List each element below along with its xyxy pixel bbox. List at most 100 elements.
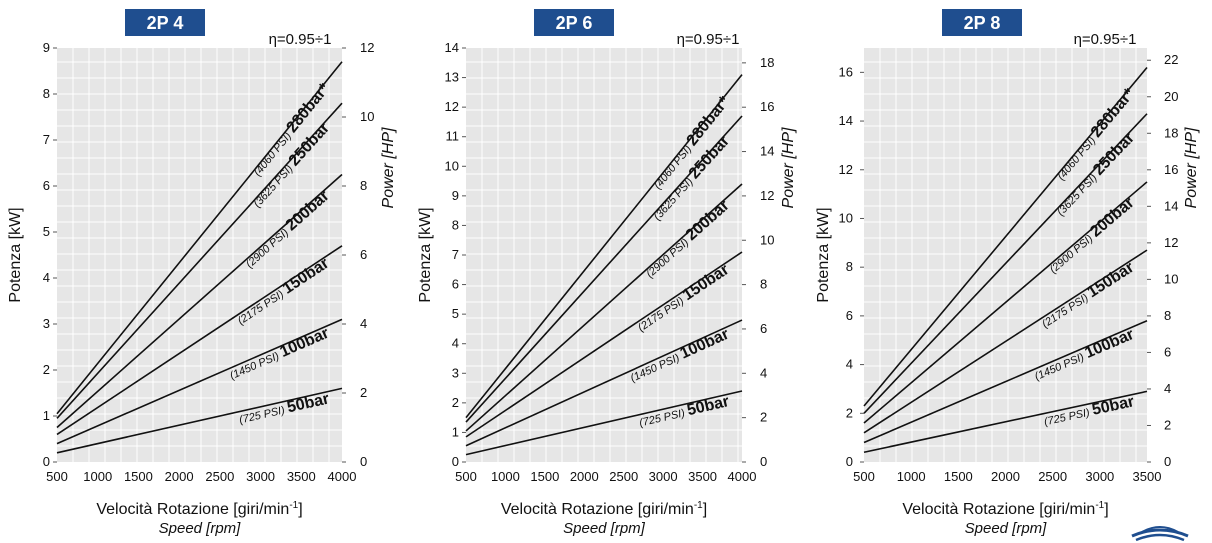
y-tick-label: 16 — [839, 64, 853, 79]
y2-tick-label: 20 — [1164, 89, 1178, 104]
x-axis-label-sup: -1 — [289, 500, 298, 511]
chart-title: 2P 8 — [964, 13, 1001, 33]
y-tick-label: 10 — [839, 210, 853, 225]
y-axis-label: Potenza [kW] — [417, 207, 434, 302]
chart-3: 500 1000 1500 2000 2500 3000 35000246810121416… — [815, 9, 1200, 537]
series-line — [56, 318, 343, 445]
x-tick-label: 1000 — [83, 469, 112, 484]
series-line — [863, 320, 1148, 444]
x-tick-label: 500 — [455, 469, 477, 484]
y2-tick-label: 6 — [360, 247, 367, 262]
y-tick-label: 7 — [452, 247, 459, 262]
y2-tick-label: 16 — [1164, 162, 1178, 177]
efficiency-label: η=0.95÷1 — [677, 31, 740, 48]
series-line — [56, 245, 343, 436]
y2-tick-label: 10 — [360, 109, 374, 124]
chart-1: 500 1000 1500 2000 2500 3000 3500 4000012345678… — [7, 9, 397, 537]
y-tick-label: 10 — [445, 158, 459, 173]
y-tick-label: 4 — [452, 336, 459, 351]
series-line — [465, 319, 743, 447]
y2-tick-label: 16 — [760, 99, 774, 114]
x-tick-label: 3000 — [649, 469, 678, 484]
y-tick-label: 9 — [43, 40, 50, 55]
y2-tick-label: 18 — [1164, 125, 1178, 140]
x-axis-label-sup: -1 — [694, 500, 703, 511]
y2-tick-label: 2 — [360, 385, 367, 400]
y-tick-label: 6 — [452, 277, 459, 292]
y2-axis-label: Power [HP] — [780, 127, 797, 208]
y-tick-label: 12 — [839, 162, 853, 177]
x-tick-label: 500 — [46, 469, 68, 484]
title-badge — [125, 9, 205, 36]
x-tick-label: 2500 — [205, 469, 234, 484]
y-tick-label: 0 — [846, 454, 853, 469]
x-axis-label-close: ] — [298, 501, 302, 518]
x-tick-label: 1000 — [491, 469, 520, 484]
y-tick-label: 13 — [445, 70, 459, 85]
x-tick-label: 4000 — [728, 469, 757, 484]
y-tick-label: 8 — [846, 259, 853, 274]
y-tick-label: 6 — [43, 178, 50, 193]
y-tick-label: 7 — [43, 132, 50, 147]
x-tick-label: 2000 — [570, 469, 599, 484]
series-line — [465, 251, 743, 438]
y2-tick-label: 10 — [760, 232, 774, 247]
y-tick-label: 0 — [43, 454, 50, 469]
y-tick-label: 5 — [452, 306, 459, 321]
x-tick-label: 1000 — [897, 469, 926, 484]
y2-tick-label: 6 — [1164, 344, 1171, 359]
y2-tick-label: 0 — [360, 454, 367, 469]
y2-tick-label: 8 — [360, 178, 367, 193]
x-axis-label-sup: -1 — [1095, 500, 1104, 511]
series-line — [465, 115, 743, 423]
x-tick-label: 3000 — [246, 469, 275, 484]
y-tick-label: 14 — [445, 40, 459, 55]
series-line — [863, 181, 1148, 424]
series-line — [863, 249, 1148, 434]
x-axis-label-close: ] — [703, 501, 707, 518]
y2-tick-label: 0 — [760, 454, 767, 469]
y-tick-label: 0 — [452, 454, 459, 469]
series-line — [863, 66, 1148, 407]
y2-tick-label: 4 — [360, 316, 367, 331]
x-tick-label: 1500 — [124, 469, 153, 484]
x-tick-label: 3000 — [1085, 469, 1114, 484]
series-line — [863, 390, 1148, 454]
series-line — [56, 102, 343, 419]
y2-axis-label: Power [HP] — [380, 127, 397, 208]
y2-tick-label: 2 — [1164, 417, 1171, 432]
x-axis-label: Velocità Rotazione [giri/min-1] — [501, 500, 707, 518]
title-badge — [942, 9, 1022, 36]
series-line — [465, 390, 743, 456]
series-line — [465, 183, 743, 432]
title-badge — [534, 9, 614, 36]
y2-tick-label: 14 — [1164, 198, 1178, 213]
x-tick-label: 2000 — [991, 469, 1020, 484]
y-tick-label: 6 — [846, 308, 853, 323]
y-axis-label: Potenza [kW] — [815, 207, 832, 302]
y-tick-label: 4 — [43, 270, 50, 285]
y-tick-label: 2 — [452, 395, 459, 410]
y-tick-label: 2 — [43, 362, 50, 377]
x-tick-label: 1500 — [944, 469, 973, 484]
series-line — [56, 387, 343, 454]
y2-axis-label: Power [HP] — [1183, 127, 1200, 208]
chart-2: 500 1000 1500 2000 2500 3000 3500 4000012345678… — [417, 9, 797, 537]
y2-tick-label: 8 — [1164, 308, 1171, 323]
y-tick-label: 3 — [43, 316, 50, 331]
x-axis-label: Velocità Rotazione [giri/min-1] — [96, 500, 302, 518]
series-line — [56, 61, 343, 415]
x-tick-label: 2500 — [1038, 469, 1067, 484]
x-tick-label: 3500 — [688, 469, 717, 484]
x-tick-label: 3500 — [287, 469, 316, 484]
y2-tick-label: 8 — [760, 277, 767, 292]
series-line — [465, 74, 743, 419]
y-tick-label: 1 — [452, 424, 459, 439]
efficiency-label: η=0.95÷1 — [1074, 31, 1137, 48]
y2-tick-label: 4 — [760, 365, 767, 380]
x-tick-label: 2500 — [609, 469, 638, 484]
y2-tick-label: 0 — [1164, 454, 1171, 469]
chart-title: 2P 6 — [556, 13, 593, 33]
y-tick-label: 14 — [839, 113, 853, 128]
